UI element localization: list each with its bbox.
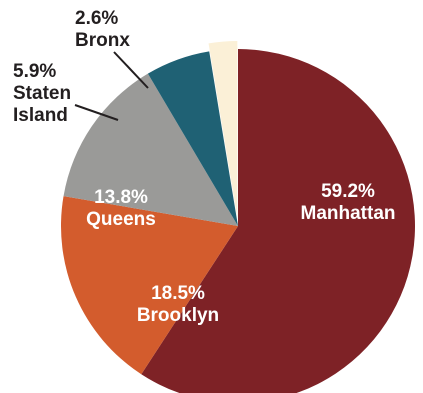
name-label-bronx: Bronx [75, 30, 130, 51]
name-label-queens: Queens [86, 209, 156, 230]
leaders-layer [74, 51, 149, 121]
data-label-brooklyn: 18.5% Brooklyn [137, 283, 219, 326]
percent-label-queens: 13.8% [94, 187, 148, 208]
slice-brooklyn [61, 196, 239, 375]
slice-bronx [208, 41, 238, 219]
percent-label-manhattan: 59.2% [321, 181, 375, 202]
data-label-manhattan: 59.2% Manhattan [301, 181, 396, 224]
slice-manhattan [141, 49, 415, 393]
percent-label-bronx: 2.6% [75, 8, 118, 29]
data-label-queens: 13.8% Queens [86, 187, 156, 230]
slice-queens [63, 73, 238, 227]
percent-label-brooklyn: 18.5% [151, 283, 205, 304]
labels-layer: 59.2% Manhattan 18.5% Brooklyn 13.8% Queens 5.… [13, 8, 396, 326]
name-label-brooklyn: Brooklyn [137, 305, 219, 326]
percent-label-staten-island: 5.9% [13, 61, 56, 82]
name-label-staten-island: Staten [13, 83, 71, 104]
name-label-manhattan: Manhattan [301, 203, 396, 224]
slices-layer [61, 41, 415, 393]
leader-line-bronx [113, 51, 149, 89]
data-label-bronx: 2.6% Bronx [75, 8, 130, 51]
leader-line-staten-island [74, 104, 119, 121]
name-label-staten-island: Island [13, 105, 68, 126]
data-label-staten-island: 5.9% Staten Island [13, 61, 71, 126]
slice-staten-island [147, 51, 238, 227]
